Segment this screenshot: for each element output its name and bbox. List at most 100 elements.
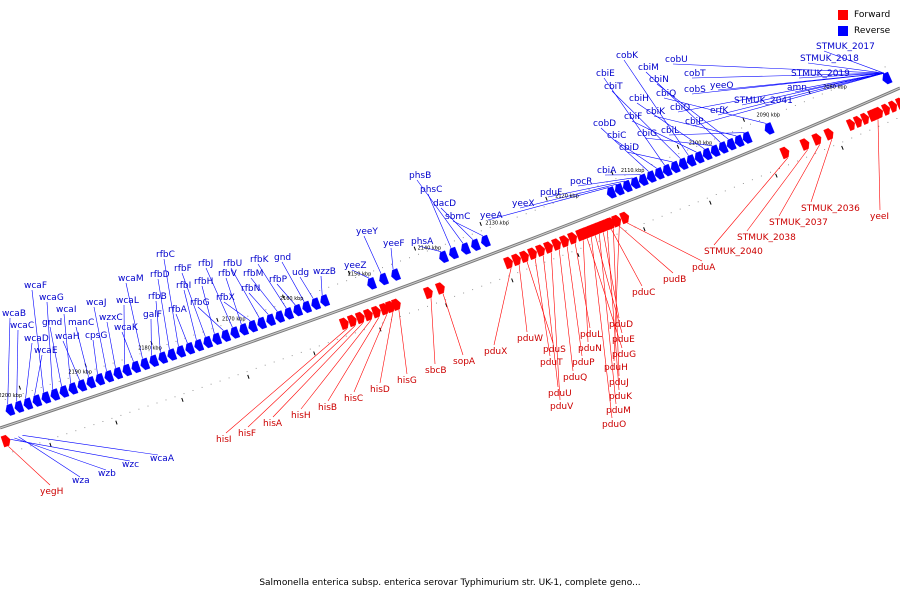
gene-arrow[interactable] — [367, 277, 378, 290]
gene-label-cbid[interactable]: cbiD — [619, 143, 639, 153]
gene-arrow[interactable] — [471, 238, 481, 252]
gene-arrow[interactable] — [194, 338, 205, 352]
gene-arrow[interactable] — [284, 307, 295, 320]
gene-arrow[interactable] — [23, 397, 34, 410]
gene-label-wcal[interactable]: wcaL — [116, 296, 139, 306]
gene-arrow[interactable] — [68, 382, 79, 395]
gene-arrow[interactable] — [519, 250, 529, 264]
gene-label-gmd[interactable]: gmd — [42, 318, 62, 328]
gene-arrow[interactable] — [338, 317, 349, 331]
gene-label-rfbu[interactable]: rfbU — [223, 259, 242, 269]
gene-arrow[interactable] — [248, 319, 259, 333]
gene-arrow[interactable] — [845, 118, 855, 132]
gene-label-manc[interactable]: manC — [68, 318, 94, 328]
gene-arrow[interactable] — [811, 133, 822, 146]
gene-label-pdug[interactable]: pduG — [612, 350, 636, 360]
gene-arrow[interactable] — [434, 282, 445, 295]
gene-arrow[interactable] — [852, 115, 863, 128]
gene-arrow[interactable] — [614, 182, 625, 196]
gene-label-hisc[interactable]: hisC — [344, 394, 363, 404]
gene-arrow[interactable] — [362, 308, 373, 322]
gene-arrow[interactable] — [14, 400, 25, 413]
gene-label-rfbg[interactable]: rfbG — [190, 298, 210, 308]
gene-label-pduv[interactable]: pduV — [550, 402, 574, 412]
gene-label-hisf[interactable]: hisF — [238, 429, 256, 439]
gene-arrow[interactable] — [422, 286, 433, 300]
gene-label-wzxc[interactable]: wzxC — [99, 313, 123, 323]
gene-arrow[interactable] — [167, 348, 178, 361]
gene-label-cobd[interactable]: cobD — [593, 119, 616, 129]
gene-label-wcae[interactable]: wcaE — [34, 346, 58, 356]
gene-arrow[interactable] — [567, 232, 578, 245]
gene-arrow[interactable] — [379, 272, 390, 286]
gene-arrow[interactable] — [390, 298, 401, 312]
gene-arrow[interactable] — [113, 366, 124, 380]
gene-label-rfbp[interactable]: rfbP — [269, 275, 288, 285]
gene-label-pdua[interactable]: pduA — [692, 263, 716, 273]
gene-label-phsc[interactable]: phsC — [420, 185, 442, 195]
gene-arrow[interactable] — [718, 141, 729, 154]
gene-arrow[interactable] — [543, 241, 554, 254]
gene-label-rfbj[interactable]: rfbJ — [198, 259, 213, 269]
gene-arrow[interactable] — [646, 170, 657, 183]
gene-label-yegh[interactable]: yegH — [40, 487, 63, 497]
gene-label-cbil[interactable]: cbiL — [661, 126, 679, 136]
gene-arrow[interactable] — [158, 351, 169, 364]
gene-arrow[interactable] — [866, 109, 877, 122]
gene-label-pduq[interactable]: pduQ — [563, 373, 587, 383]
gene-arrow[interactable] — [86, 376, 97, 389]
gene-arrow[interactable] — [882, 71, 893, 85]
gene-arrow[interactable] — [212, 332, 223, 346]
gene-arrow[interactable] — [41, 391, 52, 404]
gene-label-yeef[interactable]: yeeF — [383, 239, 405, 249]
gene-label-cbio[interactable]: cbiO — [670, 103, 690, 113]
gene-arrow[interactable] — [461, 242, 472, 255]
gene-label-erfk[interactable]: erfK — [710, 106, 729, 116]
gene-arrow[interactable] — [481, 234, 491, 248]
gene-arrow[interactable] — [149, 354, 160, 367]
gene-label-yeey[interactable]: yeeY — [356, 227, 378, 237]
gene-arrow[interactable] — [5, 403, 16, 416]
gene-label-pduj[interactable]: pduJ — [609, 378, 629, 388]
gene-label-hish[interactable]: hisH — [291, 411, 311, 421]
gene-label-stmuk_2017[interactable]: STMUK_2017 — [816, 42, 875, 52]
gene-arrow[interactable] — [742, 131, 753, 144]
gene-arrow[interactable] — [176, 345, 187, 358]
gene-arrow[interactable] — [59, 385, 70, 398]
gene-label-cobu[interactable]: cobU — [665, 55, 688, 65]
gene-label-cbie[interactable]: cbiE — [596, 69, 615, 79]
gene-label-pdud[interactable]: pduD — [609, 320, 633, 330]
gene-arrow[interactable] — [320, 294, 331, 307]
gene-label-dacd[interactable]: dacD — [433, 199, 456, 209]
gene-label-pduk[interactable]: pduK — [609, 392, 633, 402]
gene-label-wcak[interactable]: wcaK — [114, 323, 139, 333]
gene-label-stmuk_2019[interactable]: STMUK_2019 — [791, 69, 850, 79]
gene-label-sbmc[interactable]: sbmC — [445, 212, 470, 222]
gene-label-cbim[interactable]: cbiM — [638, 63, 659, 73]
gene-label-wza[interactable]: wza — [72, 476, 90, 486]
gene-label-rfbd[interactable]: rfbD — [150, 270, 170, 280]
gene-label-cbic[interactable]: cbiC — [607, 131, 626, 141]
gene-label-hisa[interactable]: hisA — [263, 419, 283, 429]
gene-arrow[interactable] — [104, 369, 115, 383]
gene-label-hisd[interactable]: hisD — [370, 385, 390, 395]
gene-arrow[interactable] — [887, 100, 898, 113]
gene-label-stmuk_2036[interactable]: STMUK_2036 — [801, 204, 860, 214]
gene-label-pduw[interactable]: pduW — [517, 334, 543, 344]
gene-arrow[interactable] — [622, 179, 633, 193]
gene-label-rfbf[interactable]: rfbF — [174, 264, 192, 274]
gene-label-wcag[interactable]: wcaG — [39, 293, 64, 303]
gene-label-rfbb[interactable]: rfbB — [148, 292, 167, 302]
gene-arrow[interactable] — [257, 316, 268, 330]
gene-arrow[interactable] — [535, 244, 546, 257]
gene-label-wcai[interactable]: wcaI — [56, 305, 76, 315]
gene-arrow[interactable] — [603, 217, 614, 231]
gene-arrow[interactable] — [823, 128, 834, 141]
gene-label-udg[interactable]: udg — [292, 268, 309, 278]
gene-arrow[interactable] — [611, 214, 622, 228]
gene-label-stmuk_2041[interactable]: STMUK_2041 — [734, 96, 793, 106]
gene-arrow[interactable] — [686, 154, 697, 167]
gene-arrow[interactable] — [293, 303, 304, 317]
gene-arrow[interactable] — [203, 335, 214, 349]
gene-arrow[interactable] — [662, 163, 673, 177]
